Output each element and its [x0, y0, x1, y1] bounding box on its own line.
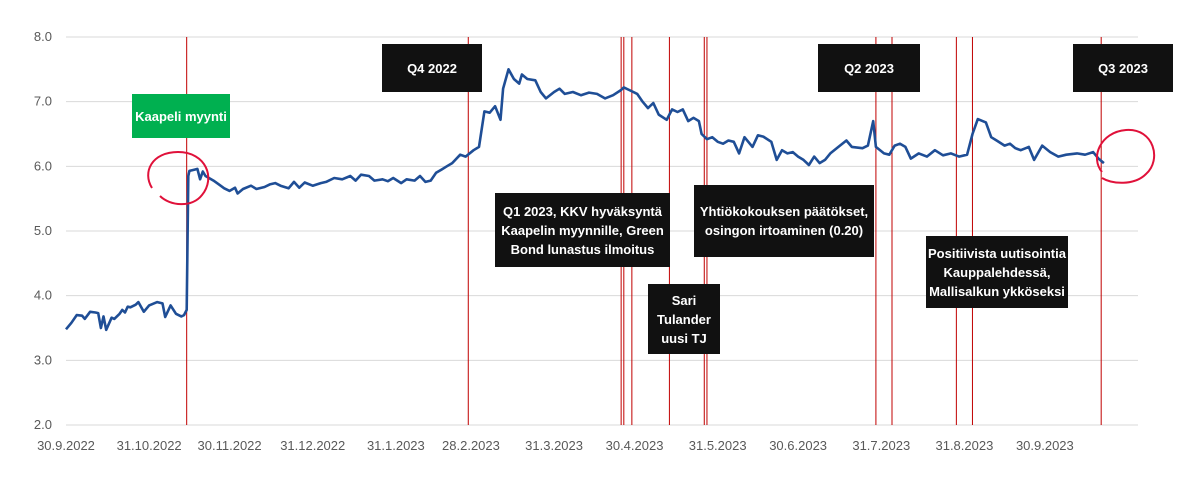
annotation-agm: Yhtiökokouksen päätökset, osingon irtoami… [694, 185, 874, 257]
annotation-line: Kauppalehdessä, [943, 264, 1051, 280]
x-tick-label: 31.7.2023 [852, 438, 910, 453]
x-tick-label: 30.9.2022 [37, 438, 95, 453]
x-tick-label: 30.9.2023 [1016, 438, 1074, 453]
annotation-q3-2023: Q3 2023 [1073, 44, 1173, 92]
gridlines [66, 36, 1138, 426]
annotation-line: Sari [671, 292, 697, 308]
x-tick-label: 28.2.2023 [442, 438, 500, 453]
annotation-positive-news: Positiivista uutisointia Kauppalehdessä, M… [926, 236, 1068, 308]
annotation-line: Kaapelin myynnille, Green [501, 222, 664, 238]
highlight-circle-end [1096, 128, 1156, 184]
annotation-line: Tulander [657, 311, 711, 327]
y-tick-label: 3.0 [34, 352, 52, 367]
x-tick-label: 31.1.2023 [367, 438, 425, 453]
x-tick-label: 31.10.2022 [117, 438, 182, 453]
y-tick-label: 8.0 [34, 29, 52, 44]
x-tick-label: 31.5.2023 [689, 438, 747, 453]
x-tick-label: 31.8.2023 [935, 438, 993, 453]
annotation-kaapeli-myynti: Kaapeli myynti [132, 94, 230, 138]
annotation-q4-2022: Q4 2022 [382, 44, 482, 92]
annotation-line: Q1 2023, KKV hyväksyntä [503, 203, 662, 219]
annotation-q1-2023: Q1 2023, KKV hyväksyntä Kaapelin myynnill… [495, 193, 670, 267]
y-tick-label: 4.0 [34, 288, 52, 303]
x-tick-label: 31.12.2022 [280, 438, 345, 453]
x-axis-labels: 30.9.2022 31.10.2022 30.11.2022 31.12.2022 3… [37, 438, 1074, 453]
annotation-q2-2023: Q2 2023 [818, 44, 920, 92]
y-tick-label: 2.0 [34, 417, 52, 432]
x-tick-label: 30.4.2023 [606, 438, 664, 453]
annotation-line: Bond lunastus ilmoitus [510, 241, 655, 257]
x-tick-label: 31.3.2023 [525, 438, 583, 453]
x-tick-label: 30.11.2022 [198, 438, 262, 453]
x-tick-label: 30.6.2023 [769, 438, 827, 453]
annotation-line: Q2 2023 [844, 60, 894, 76]
annotation-line: Yhtiökokouksen päätökset, [699, 204, 869, 219]
annotation-line: Positiivista uutisointia [928, 245, 1066, 261]
annotation-line: osingon irtoaminen (0.20) [704, 223, 864, 238]
highlight-circle-start [147, 150, 210, 206]
y-tick-label: 6.0 [34, 158, 52, 173]
annotation-line: Mallisalkun ykköseksi [929, 283, 1065, 299]
annotation-line: uusi TJ [661, 330, 707, 346]
annotation-line: Q3 2023 [1098, 60, 1148, 76]
highlight-circles [147, 128, 1156, 206]
price-series-line [65, 68, 1105, 332]
annotation-line: Q4 2022 [407, 60, 457, 76]
annotation-ceo-change: Sari Tulander uusi TJ [648, 284, 720, 354]
y-tick-label: 5.0 [34, 223, 52, 238]
annotation-line: Kaapeli myynti [135, 108, 227, 124]
y-axis-labels: 2.0 3.0 4.0 5.0 6.0 7.0 8.0 [34, 29, 52, 432]
y-tick-label: 7.0 [34, 94, 52, 109]
